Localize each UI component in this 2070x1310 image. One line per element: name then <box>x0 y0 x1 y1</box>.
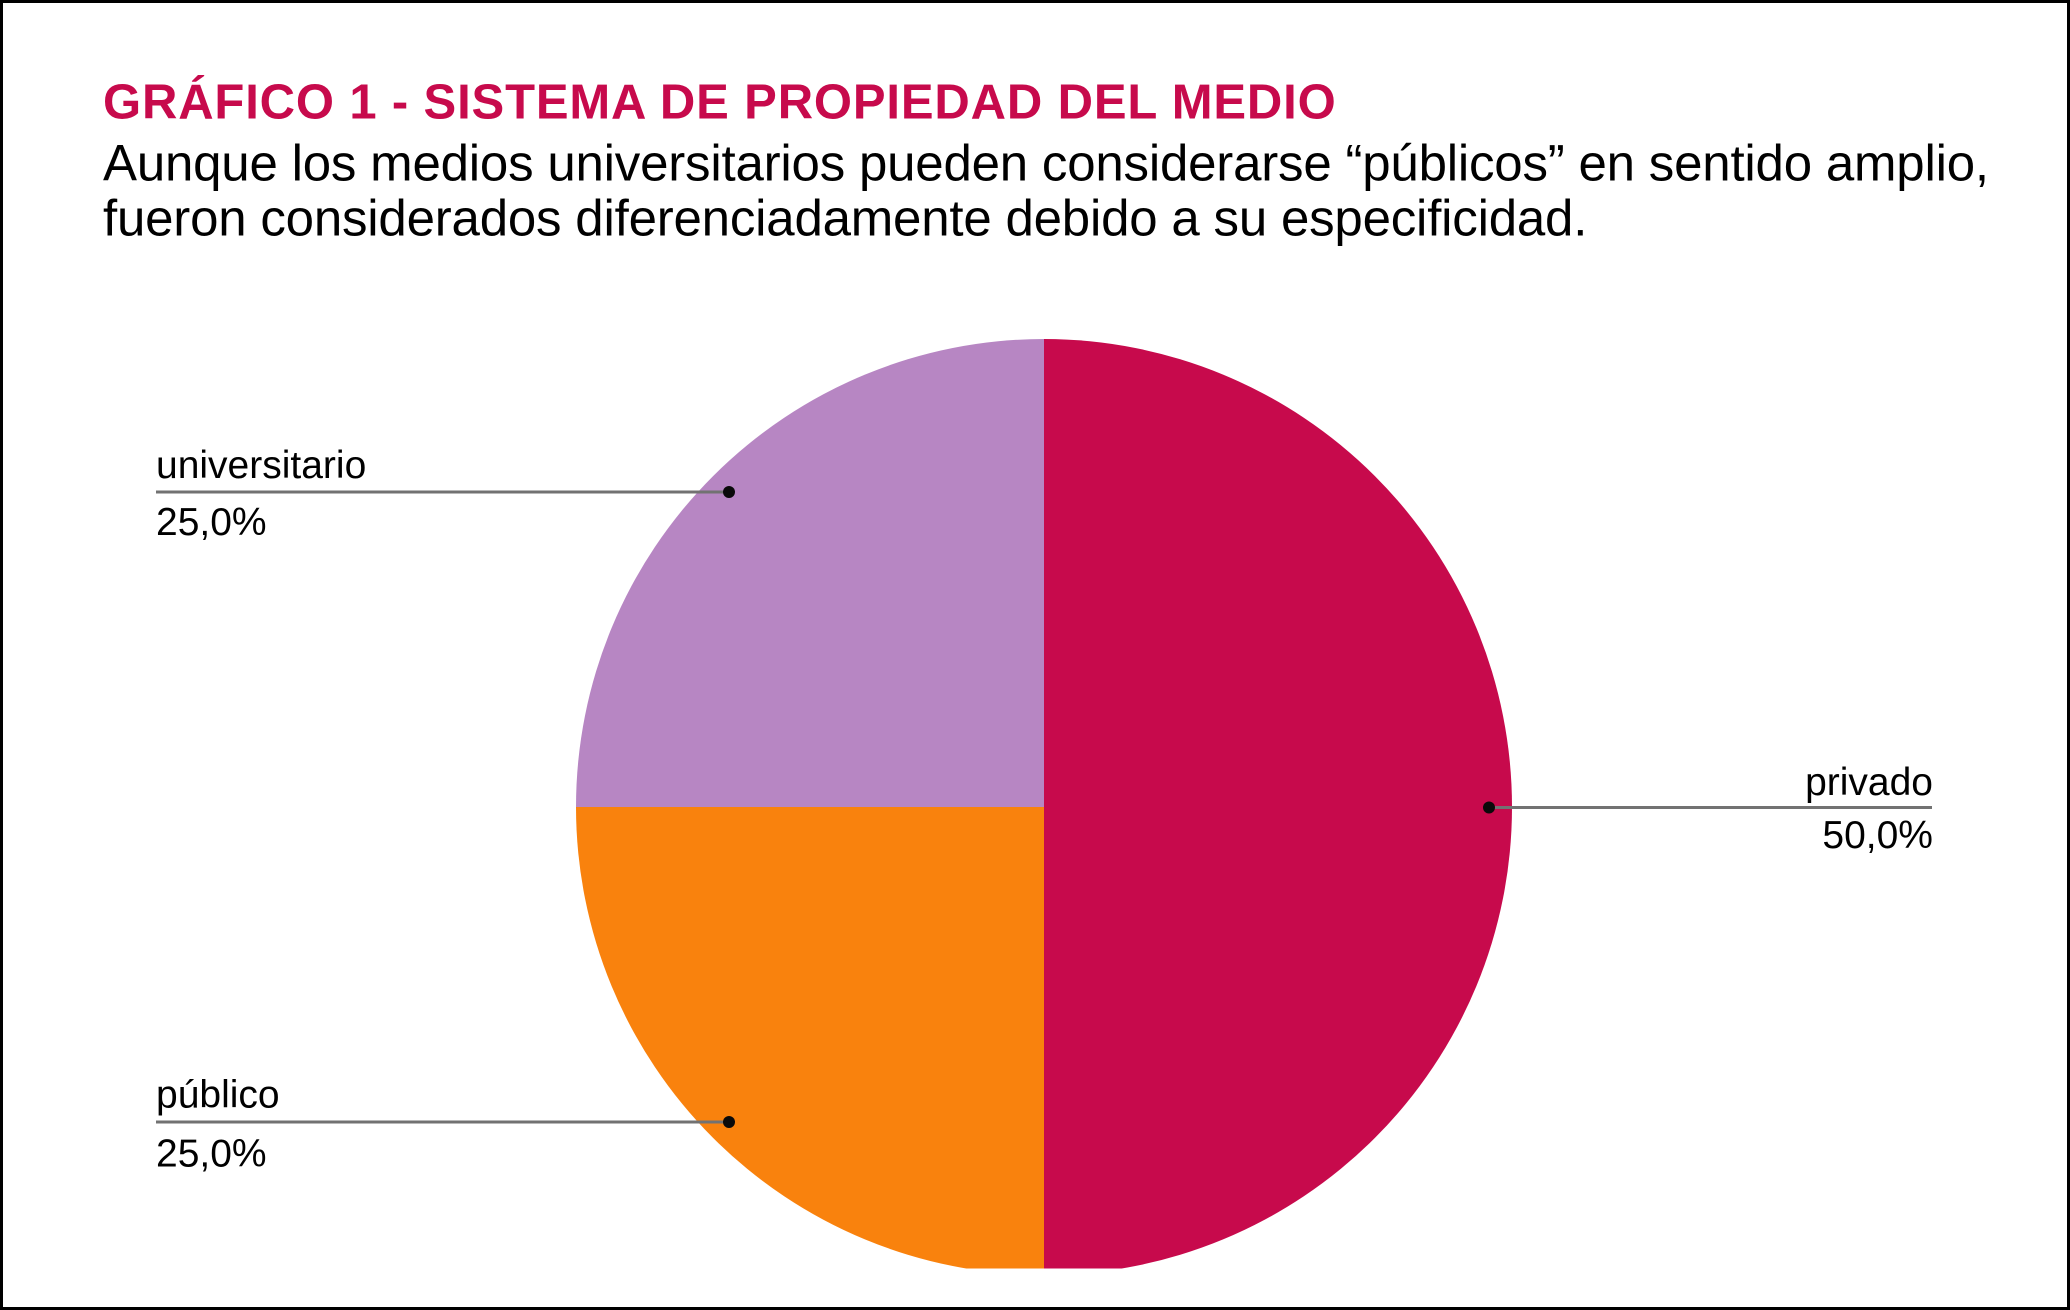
svg-text:Aunque los medios universitari: Aunque los medios universitarios pueden … <box>103 135 1989 192</box>
svg-text:fueron considerados diferencia: fueron considerados diferenciadamente de… <box>103 189 1587 246</box>
svg-text:GRÁFICO 1 - SISTEMA DE PROPIED: GRÁFICO 1 - SISTEMA DE PROPIEDAD DEL MED… <box>103 75 1337 129</box>
svg-text:privado: privado <box>1805 761 1933 804</box>
svg-text:público: público <box>156 1074 280 1117</box>
svg-text:25,0%: 25,0% <box>156 1133 267 1176</box>
svg-text:25,0%: 25,0% <box>156 501 267 544</box>
svg-text:50,0%: 50,0% <box>1822 814 1933 857</box>
svg-text:universitario: universitario <box>156 444 366 487</box>
